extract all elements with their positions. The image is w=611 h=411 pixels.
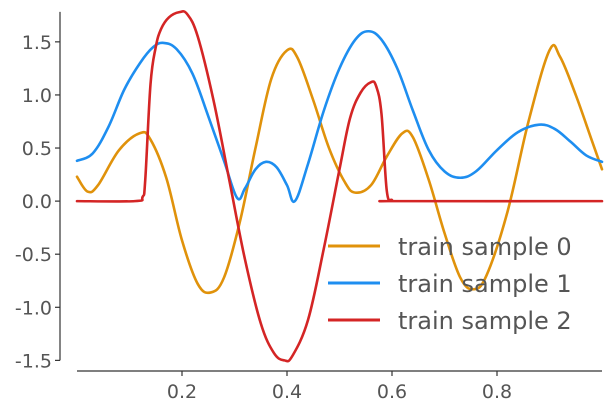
y-tick-label: -0.5 (15, 244, 52, 266)
y-tick-label: 0.5 (22, 138, 52, 160)
x-tick-label: 0.4 (272, 381, 302, 403)
y-tick-label: -1.0 (15, 297, 52, 319)
series-line-2 (75, 10, 604, 363)
axes: -1.5 -1.0 -0.5 0.0 0.5 1.0 1.5 0.2 0.4 0.6 0.8 (15, 11, 602, 403)
x-tick-label: 0.6 (377, 381, 407, 403)
x-tick-label: 0.8 (482, 381, 512, 403)
series-line-1 (75, 29, 604, 204)
y-tick-label: -1.5 (15, 350, 52, 372)
legend-label-0: train sample 0 (398, 233, 572, 261)
y-tick-label: 1.5 (22, 32, 52, 54)
legend-label-1: train sample 1 (398, 270, 572, 298)
y-tick-label: 0.0 (22, 191, 52, 213)
legend: train sample 0 train sample 1 train sample… (328, 233, 572, 335)
x-tick-label: 0.2 (167, 381, 197, 403)
series-layer (75, 10, 604, 363)
legend-label-2: train sample 2 (398, 307, 572, 335)
y-tick-label: 1.0 (22, 85, 52, 107)
